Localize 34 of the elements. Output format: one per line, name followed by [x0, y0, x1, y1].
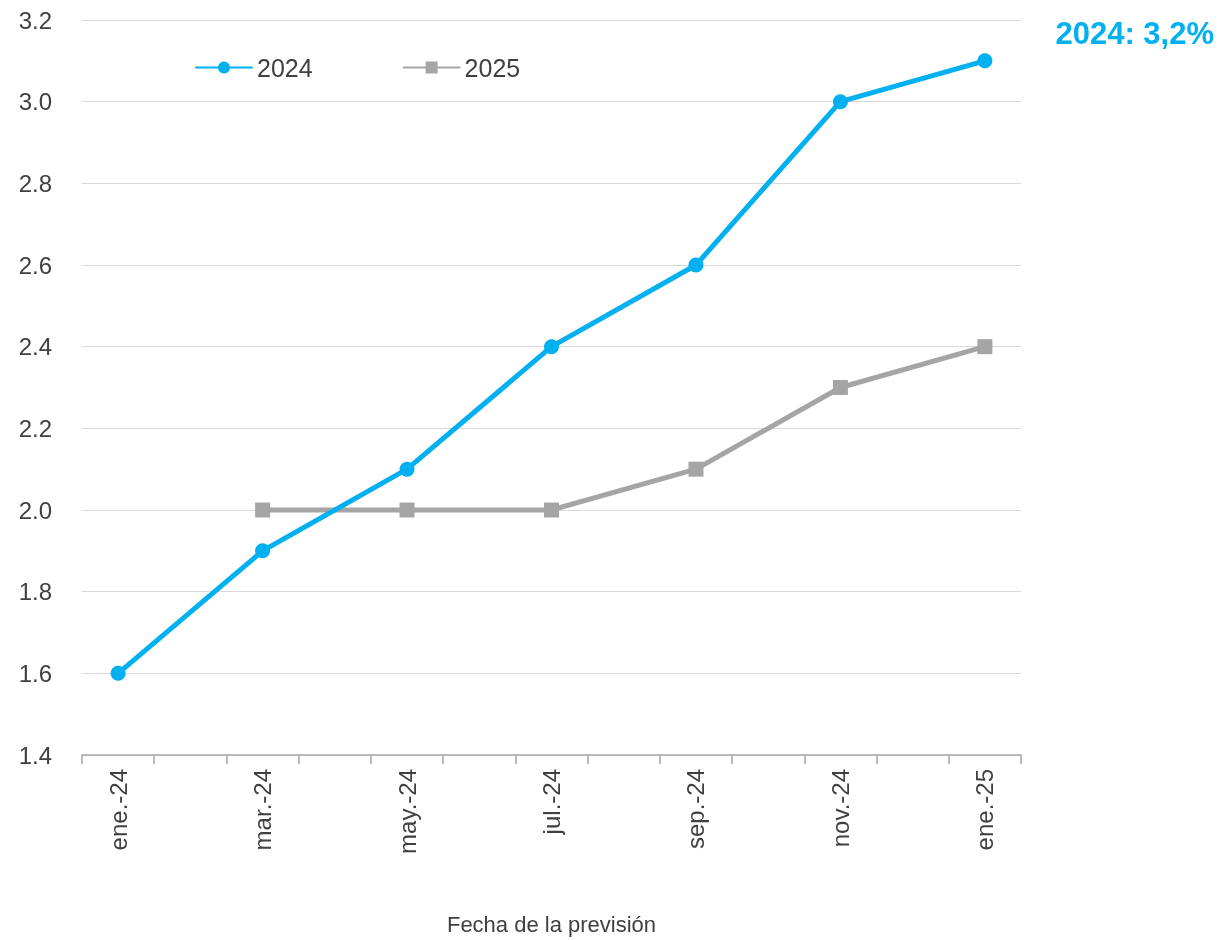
point: [110, 665, 126, 681]
point: [255, 502, 271, 518]
point: [977, 339, 993, 355]
x-tick-label: ene.-24: [104, 769, 132, 851]
point: [977, 53, 993, 69]
x-axis-title: Fecha de la previsión: [446, 911, 657, 937]
y-tick-label: 1.8: [18, 578, 52, 606]
point: [544, 339, 559, 355]
point: [688, 257, 704, 273]
point: [544, 502, 559, 518]
y-tick-label: 2.6: [18, 251, 52, 279]
x-tick-label: ene.-25: [971, 769, 999, 851]
y-tick-label: 3.0: [18, 88, 52, 116]
point: [832, 380, 848, 395]
point: [832, 94, 848, 110]
legend-label: 2024: [257, 53, 313, 82]
y-tick-label: 2.8: [18, 169, 52, 197]
y-tick-label: 2.2: [18, 414, 52, 442]
x-tick-label: jul.-24: [538, 769, 565, 836]
y-tick-label: 1.6: [18, 659, 52, 687]
y-tick-label: 1.4: [18, 741, 52, 769]
point: [255, 543, 271, 559]
legend-label: 2025: [464, 53, 521, 82]
x-tick-label: mar.-24: [249, 769, 277, 851]
x-tick-label: nov.-24: [826, 769, 854, 848]
text: 2024: 3,2%: [1055, 16, 1215, 51]
point: [688, 461, 704, 477]
y-tick-label: 2.4: [18, 333, 52, 361]
y-tick-label: 2.0: [18, 496, 52, 524]
x-tick-label: may.-24: [393, 769, 421, 854]
point: [399, 461, 415, 477]
point: [399, 502, 415, 518]
x-tick-label: sep.-24: [682, 769, 710, 850]
y-tick-label: 3.2: [18, 6, 52, 34]
